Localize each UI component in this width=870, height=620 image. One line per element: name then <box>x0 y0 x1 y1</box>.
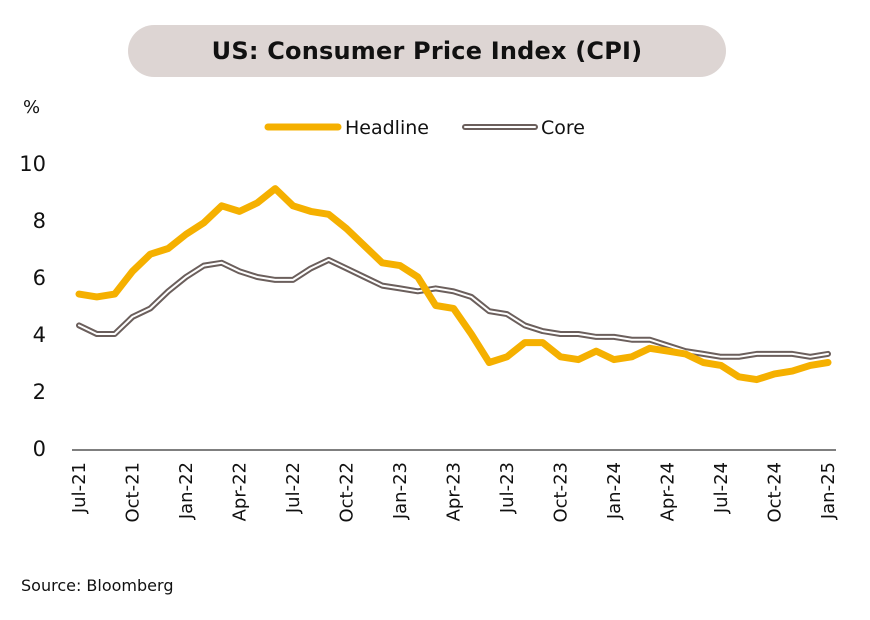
y-tick-label: 8 <box>33 209 46 233</box>
legend: Headline Core <box>264 117 585 139</box>
x-tick-label: Jul-22 <box>283 462 304 514</box>
series-line-headline <box>75 185 832 384</box>
y-tick-label: 2 <box>33 380 46 404</box>
y-axis: 0 2 4 6 8 10 <box>19 152 46 461</box>
x-tick-label: Jul-21 <box>69 462 90 514</box>
y-axis-unit-label: % <box>23 97 41 118</box>
x-tick-label: Jul-23 <box>497 462 518 514</box>
x-tick-label: Apr-22 <box>230 462 251 521</box>
y-tick-label: 0 <box>33 437 46 461</box>
x-tick-label: Oct-23 <box>551 462 572 523</box>
x-tick-label: Jan-22 <box>176 462 197 520</box>
series-line-core-inner <box>78 258 829 358</box>
legend-label-headline: Headline <box>345 117 429 139</box>
x-tick-label: Jan-24 <box>604 462 625 520</box>
chart-title: US: Consumer Price Index (CPI) <box>211 37 643 65</box>
x-tick-label: Oct-21 <box>123 462 144 523</box>
x-tick-label: Jan-25 <box>818 462 839 520</box>
y-tick-label: 6 <box>33 266 46 290</box>
legend-label-core: Core <box>541 117 585 139</box>
series-group <box>75 185 832 384</box>
chart-title-banner: US: Consumer Price Index (CPI) <box>128 25 726 77</box>
x-axis: Jul-21 Oct-21 Jan-22 Apr-22 Jul-22 Oct-22 Jan-… <box>69 462 839 523</box>
source-note: Source: Bloomberg <box>21 576 174 595</box>
x-tick-label: Oct-24 <box>765 462 786 523</box>
y-tick-label: 4 <box>33 323 46 347</box>
x-tick-label: Oct-22 <box>337 462 358 523</box>
y-tick-label: 10 <box>19 152 46 176</box>
x-tick-label: Apr-23 <box>444 462 465 521</box>
x-tick-label: Jan-23 <box>390 462 411 520</box>
x-tick-label: Apr-24 <box>658 462 679 521</box>
x-tick-label: Jul-24 <box>711 462 732 514</box>
